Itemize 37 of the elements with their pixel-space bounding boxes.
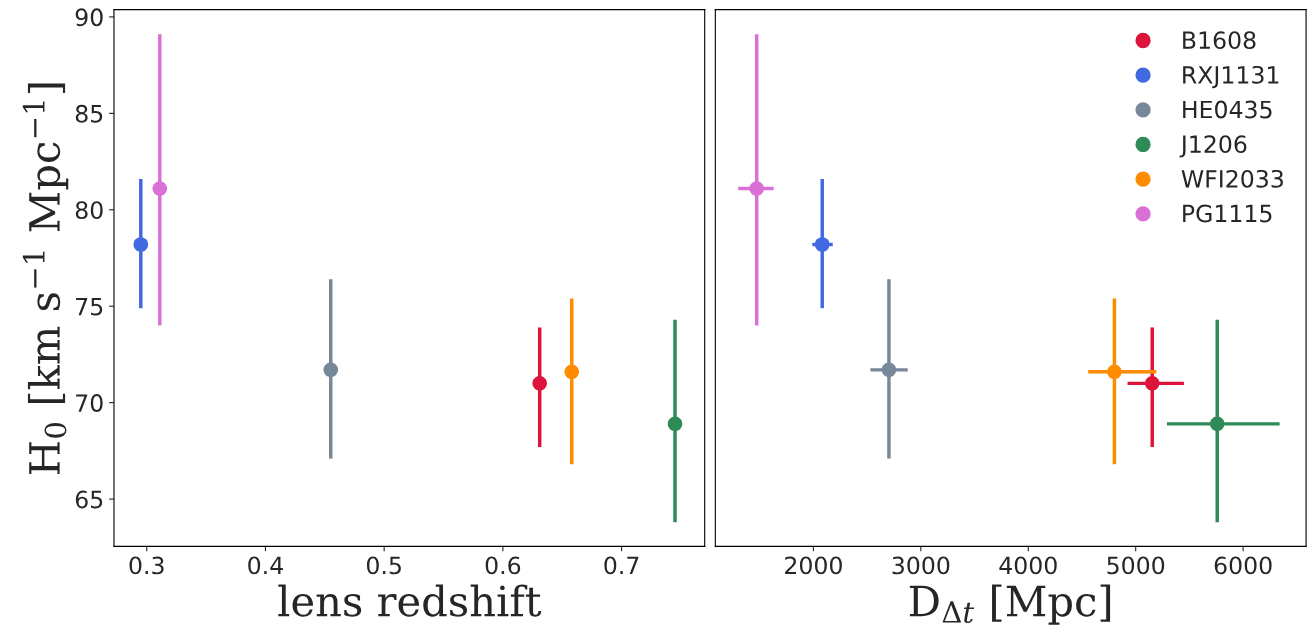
x-tick-label: 5000	[1107, 556, 1165, 575]
x-tick-label: 0.6	[485, 556, 521, 575]
x-axis-title: D$_{Δt}$ [Mpc]	[909, 584, 1111, 625]
point	[1107, 364, 1122, 380]
x-axis-title: lens redshift	[278, 584, 542, 617]
legend-label: WFI2033	[1181, 169, 1283, 188]
y-tick-label: 75	[76, 297, 103, 316]
point	[323, 362, 339, 378]
point	[1144, 376, 1160, 391]
point	[564, 364, 580, 380]
y-tick-label: 65	[75, 490, 103, 509]
y-tick-label: 85	[75, 104, 103, 123]
x-tick-label: 3000	[892, 556, 950, 575]
x-tick-label: 6000	[1214, 556, 1272, 575]
point	[152, 181, 168, 196]
x-tick-label: 0.4	[248, 556, 283, 575]
point	[1209, 416, 1225, 432]
point	[532, 376, 547, 391]
y-tick-label: 70	[76, 394, 103, 412]
x-tick-label: 0.7	[604, 556, 639, 575]
point	[667, 416, 683, 432]
legend-label: PG1115	[1183, 204, 1272, 223]
point	[881, 362, 897, 378]
x-tick-label: 0.5	[366, 556, 401, 575]
legend-label: HE0435	[1183, 100, 1272, 119]
y-tick-label: 90	[75, 8, 103, 27]
point	[814, 237, 830, 252]
x-tick-label: 4000	[999, 556, 1057, 575]
point	[749, 181, 764, 196]
y-axis-title: H$_{0}$ [km s$^{−1}$ Mpc$^{−1}$]	[22, 83, 69, 474]
y-tick-label: 80	[75, 201, 103, 220]
x-tick-label: 2000	[785, 556, 842, 575]
point	[133, 237, 149, 252]
legend-label: B1608	[1183, 31, 1256, 50]
x-tick-label: 0.3	[129, 556, 164, 575]
legend-label: RXJ1131	[1183, 65, 1279, 89]
legend-label: J1206	[1179, 135, 1247, 158]
